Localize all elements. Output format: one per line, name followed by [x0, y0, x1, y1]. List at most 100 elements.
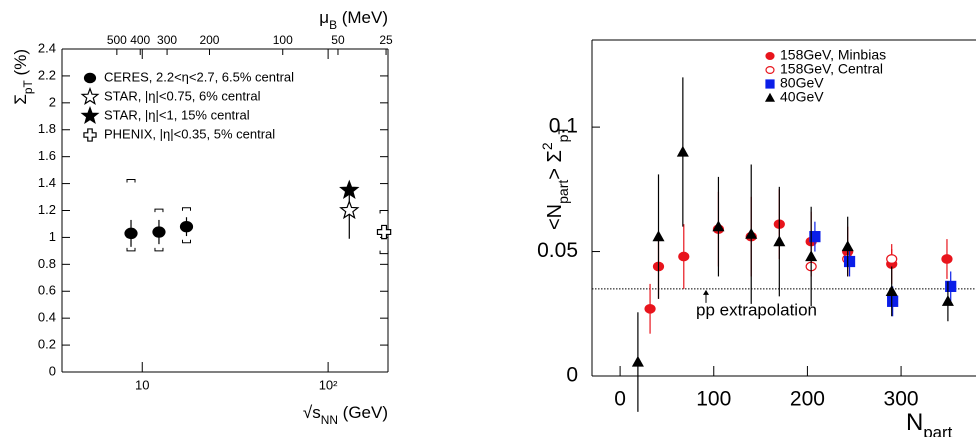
marker	[124, 227, 138, 240]
marker	[941, 295, 954, 306]
systematic-low	[379, 250, 389, 255]
marker	[945, 280, 957, 292]
legend-label: CERES, 2.2<η<2.7, 6.5% central	[104, 69, 294, 84]
marker	[765, 79, 775, 89]
label-part: (%)	[11, 49, 30, 80]
label-part: pT	[555, 126, 571, 143]
x2-tick-label: 300	[157, 33, 177, 47]
y-tick-label: 0.05	[537, 239, 578, 262]
annotation: pp extrapolation	[696, 300, 817, 319]
marker	[745, 227, 758, 239]
label-part: part	[923, 423, 952, 437]
y-tick-label: 1.6	[38, 148, 56, 163]
marker	[179, 220, 194, 233]
systematic-low	[154, 247, 164, 252]
chart-panel: 0 0.2 0.4 0.6 0.8 1 1.2 1.4 1.6 1.8 2 2.2 2.4 10 10² 50…	[38, 33, 393, 392]
x-axis-label: √sNN (GeV)	[303, 403, 388, 427]
marker	[843, 255, 856, 268]
legend-label: STAR, |η|<1, 15% central	[104, 107, 250, 122]
marker	[652, 230, 665, 242]
label-part: B	[329, 18, 337, 32]
marker	[764, 92, 776, 102]
y-tick-label: 0.1	[549, 115, 578, 138]
label-part: part	[555, 180, 571, 204]
legend-label: 40GeV	[780, 89, 824, 105]
marker	[712, 220, 725, 232]
x-tick-label: 300	[884, 388, 919, 411]
y-tick-label: 1.2	[38, 202, 56, 217]
label-part: 2	[539, 142, 555, 150]
label-part: μ	[319, 8, 329, 27]
x2-tick-label: 500	[107, 33, 127, 47]
marker	[805, 250, 818, 262]
label-part: <N	[544, 204, 566, 230]
systematic-low	[181, 239, 191, 244]
y-tick-label: 0	[49, 363, 56, 378]
label-part: > Σ	[544, 150, 566, 180]
marker	[773, 235, 786, 247]
y-tick-label: 0	[566, 364, 578, 387]
marker	[809, 231, 821, 243]
marker	[631, 355, 644, 367]
label-part: NN	[321, 413, 338, 427]
y-tick-label: 1.8	[38, 121, 56, 136]
label-part: (GeV)	[338, 403, 388, 422]
x2-tick-label: 400	[130, 33, 150, 47]
marker	[887, 295, 899, 307]
label-part: N	[906, 409, 923, 436]
label-part: √s	[303, 403, 321, 422]
marker	[644, 303, 656, 314]
y-tick-label: 0.2	[38, 337, 56, 352]
legend-label: STAR, |η|<0.75, 6% central	[104, 88, 261, 103]
marker	[678, 251, 690, 262]
chart-panel: 0 0.05 0.1 0 100 200 300 pp extrapolation 158GeV…	[537, 39, 976, 412]
marker	[376, 224, 392, 240]
x2-tick-label: 25	[379, 33, 393, 47]
x2-tick-label: 200	[199, 33, 219, 47]
x-tick-label: 0	[614, 388, 626, 411]
x-tick-label: 200	[790, 388, 825, 411]
x-axis-label: Npart	[906, 409, 953, 437]
y-tick-label: 0.8	[38, 256, 56, 271]
marker	[339, 179, 360, 199]
marker	[83, 128, 97, 142]
label-part: (MeV)	[337, 8, 388, 27]
legend-label: 158GeV, Minbias	[780, 47, 886, 63]
y-tick-label: 0.6	[38, 283, 56, 298]
y-tick-label: 0.4	[38, 310, 56, 325]
marker	[886, 254, 898, 264]
marker	[765, 65, 775, 74]
systematic-high	[126, 179, 136, 183]
marker	[941, 254, 953, 264]
y-axis-label: <Npart> Σ2pT	[539, 126, 571, 230]
marker	[80, 87, 100, 106]
marker	[339, 199, 360, 220]
y-axis-label: ΣpT (%)	[11, 49, 35, 105]
x-tick-label: 10²	[319, 377, 338, 392]
marker	[83, 72, 97, 84]
marker	[841, 240, 854, 252]
x-tick-label: 10	[135, 377, 149, 392]
legend-label: 158GeV, Central	[780, 61, 883, 77]
x2-tick-label: 100	[273, 33, 293, 47]
x2-tick-label: 50	[331, 33, 345, 47]
marker	[676, 145, 689, 157]
x2-axis-label: μB (MeV)	[319, 8, 388, 32]
y-tick-label: 2	[49, 94, 56, 109]
marker	[80, 106, 100, 125]
systematic-high	[181, 207, 191, 211]
x-tick-label: 100	[696, 388, 731, 411]
legend-label: 80GeV	[780, 75, 824, 91]
label-part: Σ	[11, 94, 30, 105]
systematic-high	[154, 208, 164, 213]
label-part: pT	[21, 80, 35, 94]
marker	[152, 226, 166, 238]
marker	[765, 51, 775, 60]
y-tick-label: 2.4	[38, 40, 56, 55]
legend-label: PHENIX, |η|<0.35, 5% central	[104, 126, 275, 141]
y-tick-label: 1	[49, 229, 56, 244]
marker	[885, 285, 898, 296]
y-tick-label: 1.4	[38, 175, 56, 190]
